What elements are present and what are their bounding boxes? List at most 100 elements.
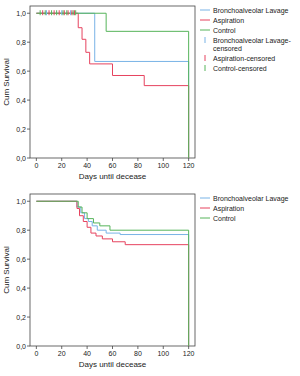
- legend-label: Bronchoalveolar Lavage: [213, 195, 289, 203]
- censor-mark: [63, 10, 64, 15]
- x-tick-label: 100: [157, 162, 169, 169]
- y-tick: [27, 259, 30, 260]
- legend-swatch: [200, 208, 210, 209]
- x-tick-label: 120: [183, 350, 195, 357]
- legend-label: Aspiration: [213, 17, 244, 25]
- y-tick: [27, 42, 30, 43]
- y-tick-label: 0,6: [16, 68, 26, 75]
- legend-label: Aspiration: [213, 205, 244, 213]
- legend-label: Aspiration-censored: [213, 55, 275, 63]
- x-tick-label: 0: [34, 162, 38, 169]
- legend-label: Control: [213, 27, 236, 34]
- censor-mark: [42, 10, 43, 15]
- censor-mark: [64, 10, 65, 15]
- x-tick: [188, 346, 189, 349]
- x-axis-title: Days until decease: [79, 360, 147, 369]
- y-tick-label: 0,4: [16, 285, 26, 292]
- censor-mark: [66, 10, 67, 15]
- censor-mark: [74, 10, 75, 15]
- plot-area: [36, 201, 188, 346]
- survival-line: [36, 13, 188, 158]
- x-tick-label: 20: [58, 350, 66, 357]
- x-tick: [36, 346, 37, 349]
- y-tick-label: 0,0: [16, 155, 26, 162]
- legend-swatch: [200, 218, 210, 219]
- y-tick-label: 0,8: [16, 227, 26, 234]
- y-tick: [27, 201, 30, 202]
- survival-line: [36, 13, 188, 158]
- survival-line: [36, 201, 188, 346]
- y-tick: [27, 158, 30, 159]
- censor-mark: [56, 10, 57, 15]
- x-tick-label: 60: [109, 162, 117, 169]
- survival-line: [36, 13, 188, 158]
- censor-mark: [59, 10, 60, 15]
- y-tick: [27, 100, 30, 101]
- plot-area: [36, 10, 188, 158]
- y-tick: [27, 317, 30, 318]
- y-tick: [27, 288, 30, 289]
- censor-mark: [46, 10, 47, 15]
- x-tick-label: 40: [83, 350, 91, 357]
- legend-swatch: [205, 55, 206, 61]
- legend-label: Control: [213, 215, 236, 222]
- y-tick-label: 1,0: [16, 198, 26, 205]
- censor-mark: [54, 10, 55, 15]
- y-tick: [27, 129, 30, 130]
- censor-mark: [73, 10, 74, 15]
- x-tick-label: 20: [58, 162, 66, 169]
- censor-mark: [75, 10, 76, 15]
- legend-swatch: [205, 37, 206, 43]
- x-tick: [87, 346, 88, 349]
- x-tick-label: 80: [134, 350, 142, 357]
- x-axis-title: Days until decease: [79, 172, 147, 181]
- figure: 0,0 0,2 0,4 0,6 0,8 1,0 0 20 40 60 80 100 120 Days un…: [0, 0, 300, 376]
- plot-frame: [30, 6, 195, 158]
- x-tick: [188, 158, 189, 161]
- x-tick-label: 0: [34, 350, 38, 357]
- legend-swatch: [200, 198, 210, 199]
- survival-line: [36, 201, 188, 346]
- x-tick: [163, 158, 164, 161]
- plot-frame: [30, 194, 195, 346]
- y-tick-label: 0,2: [16, 126, 26, 133]
- x-tick: [61, 346, 62, 349]
- y-tick-label: 0,0: [16, 343, 26, 350]
- x-tick-label: 40: [83, 162, 91, 169]
- legend-label: Bronchoalveolar Lavage: [213, 7, 289, 15]
- y-axis-title: Cum Survival: [2, 58, 11, 106]
- x-tick-label: 80: [134, 162, 142, 169]
- censor-mark: [49, 10, 50, 15]
- censor-mark: [51, 10, 52, 15]
- x-tick: [137, 158, 138, 161]
- y-tick: [27, 13, 30, 14]
- x-tick: [137, 346, 138, 349]
- legend-swatch: [205, 65, 206, 71]
- y-tick: [27, 346, 30, 347]
- y-tick-label: 0,6: [16, 256, 26, 263]
- censor-mark: [45, 10, 46, 15]
- legend-swatch: [200, 20, 210, 21]
- y-tick-label: 1,0: [16, 10, 26, 17]
- x-tick-label: 100: [157, 350, 169, 357]
- x-tick: [112, 346, 113, 349]
- censor-mark: [68, 10, 69, 15]
- x-tick: [87, 158, 88, 161]
- legend-label: Control-censored: [213, 65, 267, 72]
- x-tick-label: 120: [183, 162, 195, 169]
- survival-line: [36, 201, 188, 346]
- legend: Bronchoalveolar Lavage Aspiration Control: [200, 195, 289, 222]
- chart: 0,00,20,40,60,81,0020406080100120Days un…: [2, 194, 289, 369]
- x-tick: [36, 158, 37, 161]
- censor-mark: [70, 10, 71, 15]
- y-axis-title: Cum Survival: [2, 246, 11, 294]
- chart: 0,00,20,40,60,81,0020406080100120Days un…: [2, 6, 291, 181]
- legend-swatch: [200, 30, 210, 31]
- y-tick: [27, 71, 30, 72]
- censor-mark: [40, 10, 41, 15]
- x-tick: [163, 346, 164, 349]
- y-tick: [27, 230, 30, 231]
- y-tick-label: 0,4: [16, 97, 26, 104]
- censor-mark: [61, 10, 62, 15]
- x-tick: [112, 158, 113, 161]
